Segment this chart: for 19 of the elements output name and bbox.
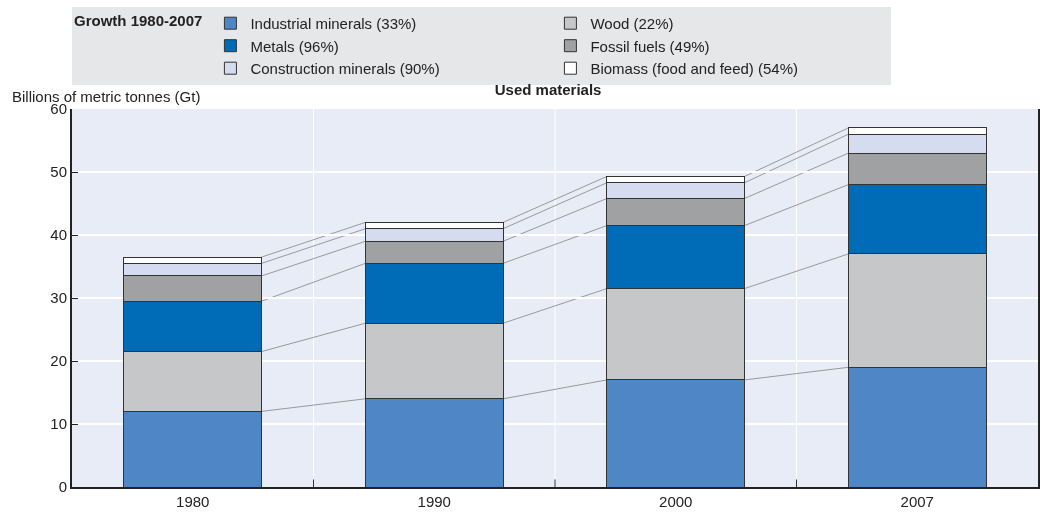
y-tick-label: 0 <box>58 478 67 496</box>
legend-title: Growth 1980-2007 <box>74 12 203 30</box>
chart-title: Used materials <box>494 81 602 99</box>
x-tick-label: 1990 <box>417 493 451 510</box>
legend-label: Industrial minerals (33%) <box>250 15 417 33</box>
x-tick-label: 1980 <box>176 493 210 510</box>
y-tick-label: 20 <box>50 352 67 370</box>
legend-label: Wood (22%) <box>590 15 674 33</box>
legend-label: Fossil fuels (49%) <box>590 37 710 55</box>
y-tick-label: 40 <box>50 226 67 244</box>
y-tick-label: 30 <box>50 289 67 307</box>
legend-label: Metals (96%) <box>250 37 339 55</box>
legend-label: Biomass (food and feed) (54%) <box>590 60 799 78</box>
x-tick-label: 2007 <box>900 493 934 510</box>
y-tick-label: 50 <box>50 163 67 181</box>
legend-label: Construction minerals (90%) <box>250 60 440 78</box>
x-tick-label: 2000 <box>659 493 693 510</box>
y-tick-label: 10 <box>50 415 67 433</box>
y-axis-title: Billions of metric tonnes (Gt) <box>12 88 201 105</box>
